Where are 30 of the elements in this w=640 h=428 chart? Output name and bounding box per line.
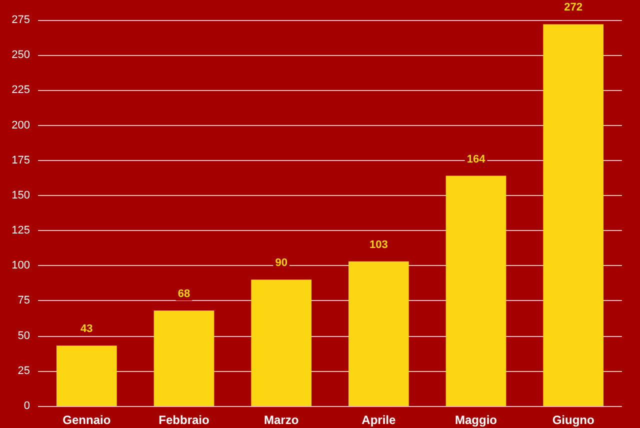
x-tick-label: Marzo xyxy=(264,413,299,427)
y-tick-label: 250 xyxy=(12,49,30,62)
y-tick-label: 225 xyxy=(12,84,30,96)
y-tick-label: 75 xyxy=(18,294,30,307)
x-tick-label: Gennaio xyxy=(62,413,111,427)
bar xyxy=(348,261,409,406)
y-tick-label: 200 xyxy=(12,119,30,132)
data-label: 164 xyxy=(466,153,486,166)
data-label: 68 xyxy=(178,288,190,300)
y-tick-label: 150 xyxy=(12,189,30,202)
x-tick-label: Giugno xyxy=(552,413,594,427)
x-tick-label: Aprile xyxy=(362,413,396,427)
data-label: 272 xyxy=(564,2,583,14)
data-label: 103 xyxy=(369,238,388,251)
bar xyxy=(251,280,312,406)
x-tick-label: Maggio xyxy=(455,413,497,427)
y-tick-label: 125 xyxy=(12,224,30,237)
y-tick-label: 50 xyxy=(18,330,30,342)
y-tick-label: 0 xyxy=(24,400,30,412)
data-label: 90 xyxy=(275,257,288,270)
bar xyxy=(56,346,117,406)
y-tick-label: 25 xyxy=(18,364,30,377)
y-tick-label: 275 xyxy=(12,14,30,26)
data-label: 43 xyxy=(80,323,93,336)
y-tick-label: 175 xyxy=(12,154,30,166)
x-tick-label: Febbraio xyxy=(158,413,210,427)
bar xyxy=(154,310,214,406)
y-tick-label: 100 xyxy=(12,260,30,272)
bar xyxy=(446,176,506,406)
bar xyxy=(543,24,604,406)
